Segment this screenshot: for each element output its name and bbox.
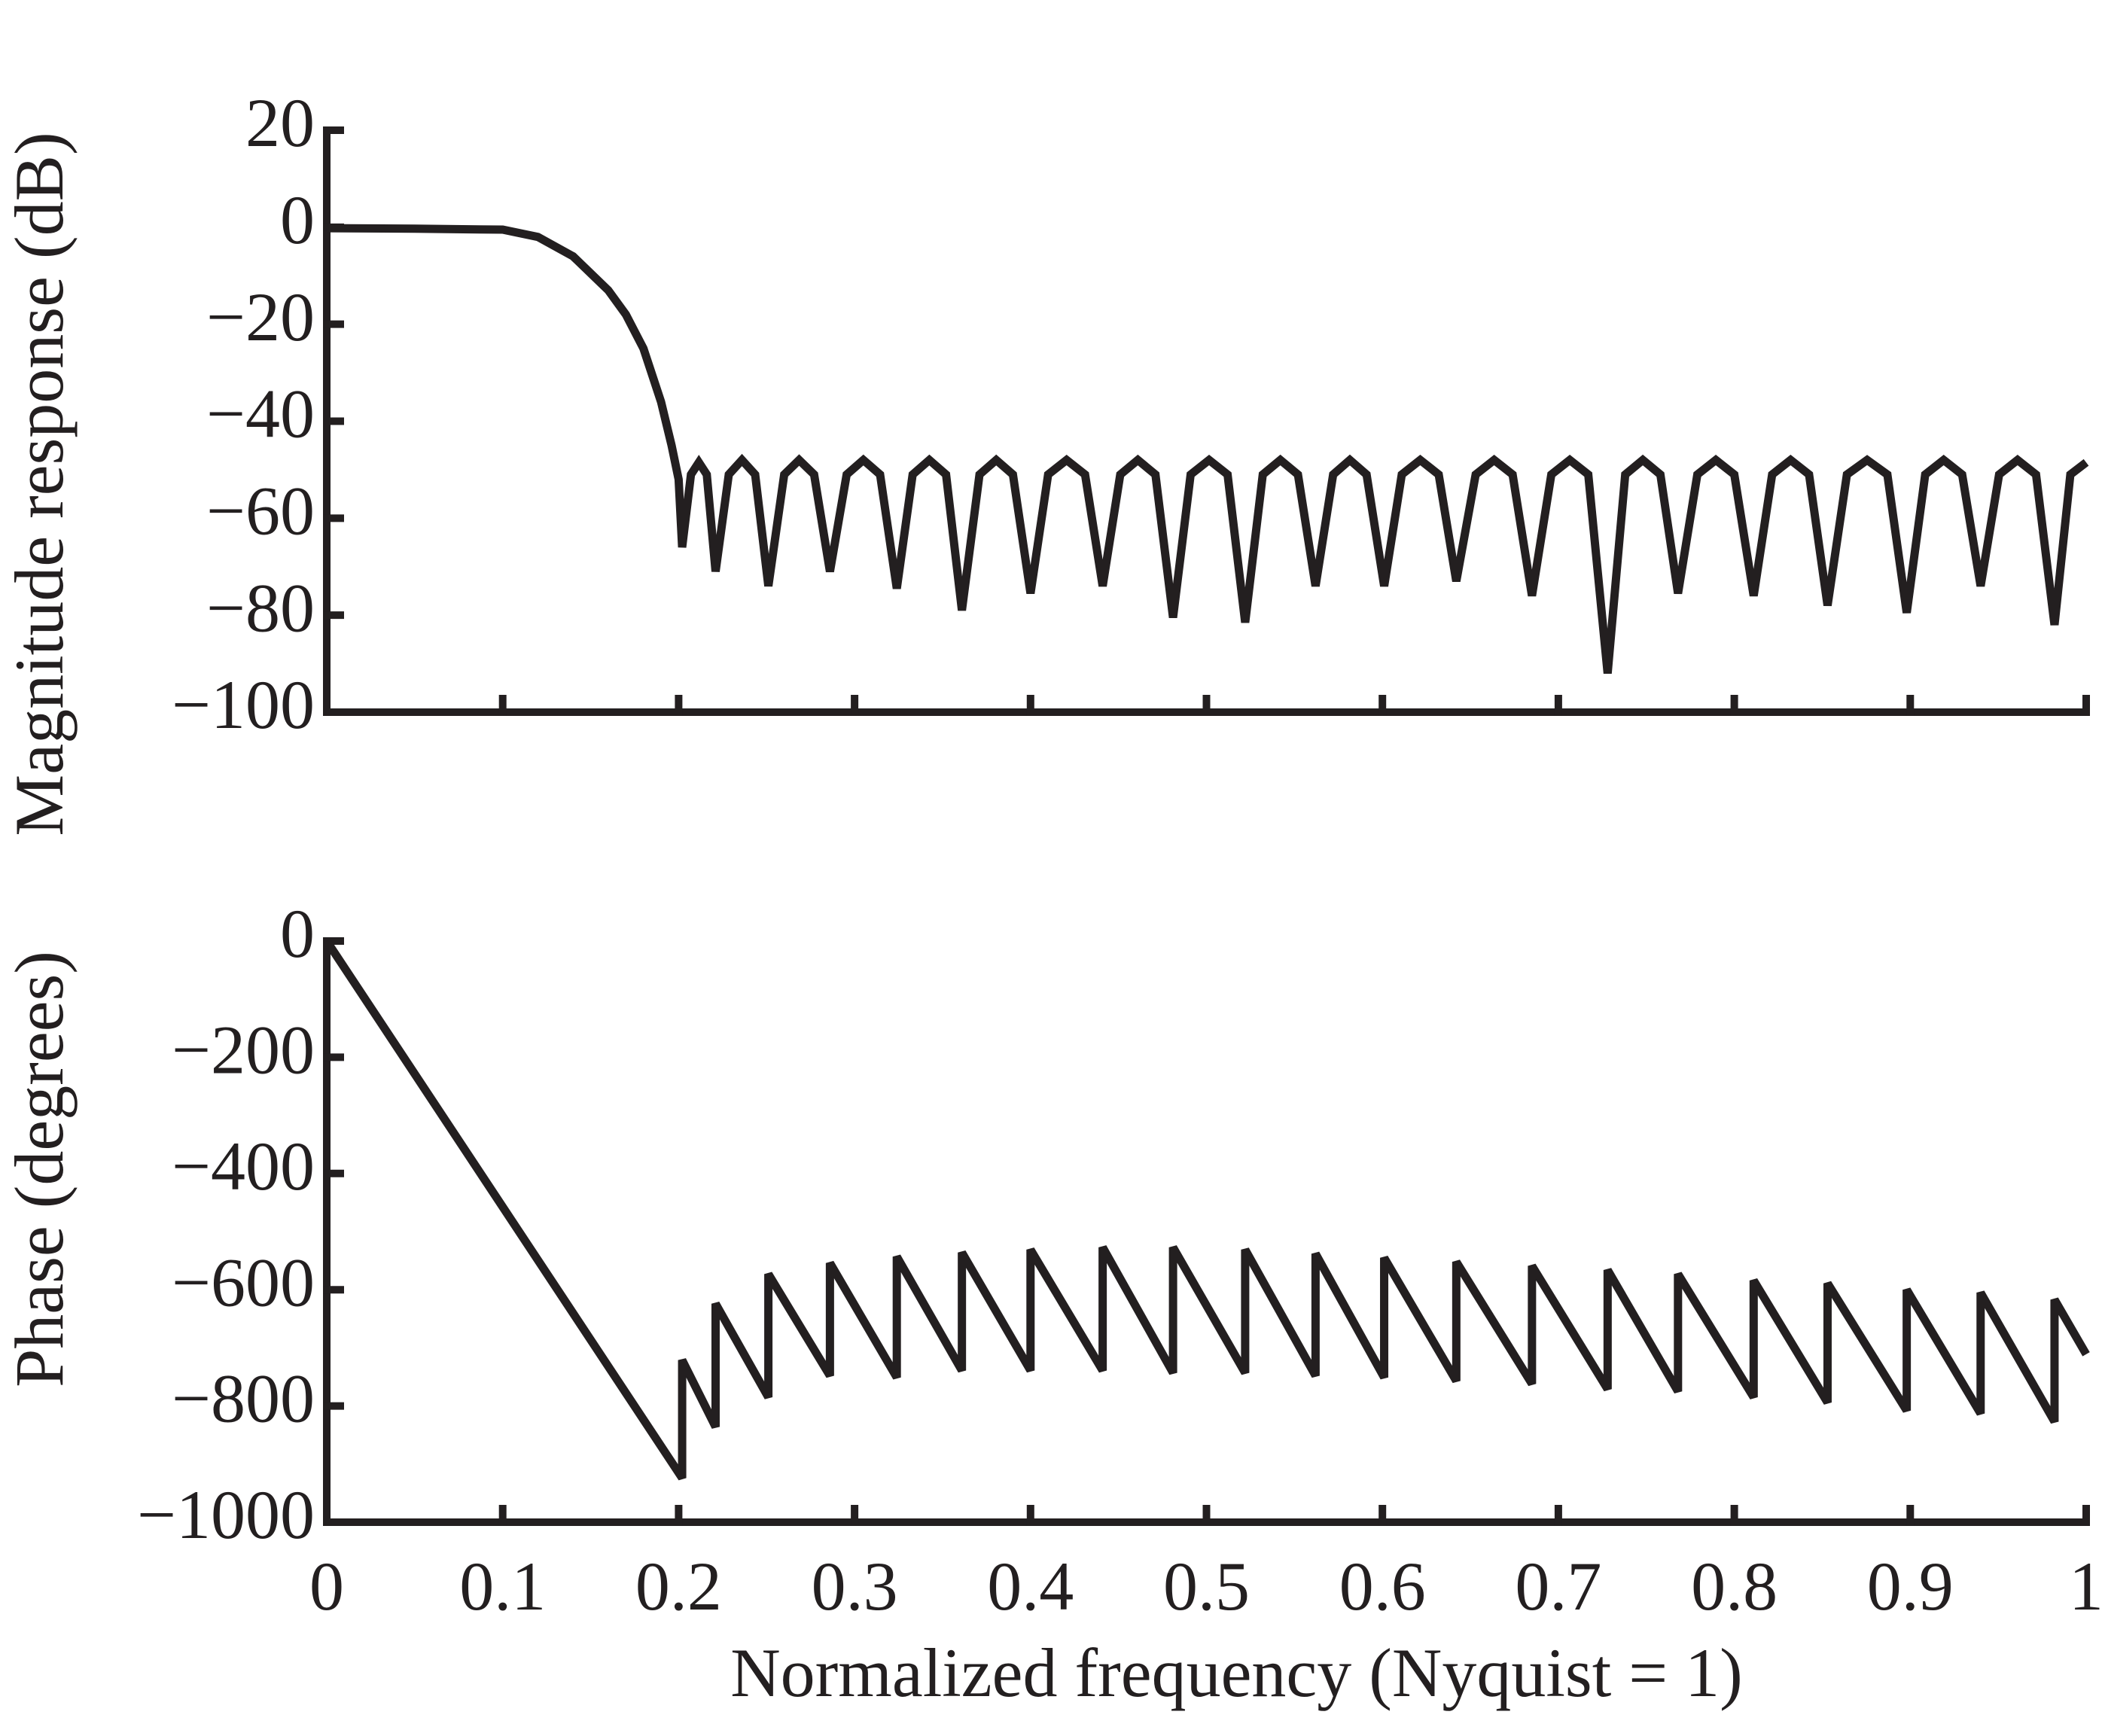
x-tick-label: 0.4: [987, 1548, 1074, 1625]
x-tick-label: 0.7: [1515, 1548, 1601, 1625]
y-tick-label: −100: [172, 666, 315, 743]
x-tick-label: 0.1: [459, 1548, 546, 1625]
x-tick-label: 0.5: [1163, 1548, 1250, 1625]
x-tick-label: 0.9: [1867, 1548, 1954, 1625]
y-tick-label: 0: [280, 181, 315, 258]
y-tick-label: −20: [206, 279, 315, 355]
x-tick-label: 1: [2069, 1548, 2102, 1625]
response-line: [326, 224, 2089, 675]
y-tick-label: −400: [172, 1128, 315, 1205]
y-tick-label: −60: [206, 472, 315, 549]
response-line: [323, 938, 2090, 1481]
x-tick-label: 0.6: [1339, 1548, 1426, 1625]
y-tick-label: −40: [206, 376, 315, 452]
y-tick-label: 20: [245, 84, 315, 161]
y-tick-label: 0: [280, 895, 315, 972]
y-tick-label: −600: [172, 1244, 315, 1320]
y-axis-label: Magnitude response (dB): [1, 132, 78, 836]
x-tick-label: 0.3: [812, 1548, 898, 1625]
x-axis-label: Normalized frequency (Nyquist = 1): [730, 1634, 1743, 1711]
x-tick-label: 0.2: [635, 1548, 722, 1625]
y-tick-label: −80: [206, 569, 315, 646]
y-tick-label: −1000: [137, 1476, 315, 1553]
y-tick-label: −200: [172, 1012, 315, 1089]
x-tick-label: 0: [309, 1548, 344, 1625]
x-tick-label: 0.8: [1691, 1548, 1778, 1625]
y-tick-label: −800: [172, 1360, 315, 1437]
y-axis-label: Phase (degrees): [1, 951, 78, 1387]
